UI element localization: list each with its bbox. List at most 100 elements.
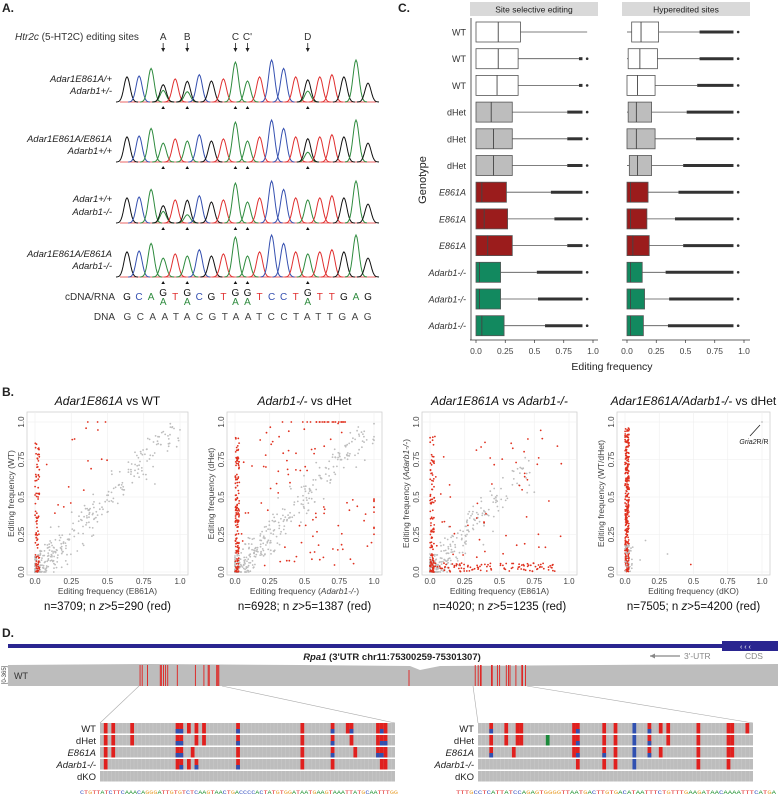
scatter-point-gray (264, 553, 266, 555)
scatter-point-red (289, 481, 291, 484)
trace-peak (272, 67, 295, 103)
text: Editing frequency ( (401, 477, 411, 548)
scatter-point-red (430, 560, 432, 563)
italic-text: Adarb1-/- (517, 394, 568, 408)
mismatch-a-to-g (349, 723, 354, 734)
scatter-point-red (489, 562, 492, 565)
scatter-point-gray (54, 538, 57, 541)
scatter-point-red (310, 448, 313, 451)
sequence-base: A (627, 789, 632, 796)
text: Editing frequency (E861A) (58, 586, 157, 596)
scatter-point-red (432, 568, 435, 570)
x-tick-label: 0.5 (529, 346, 541, 356)
sequence-base: A (333, 789, 338, 796)
scatter-point-red (373, 506, 375, 509)
trace-peak (224, 235, 247, 278)
scatter-point-red (373, 511, 375, 513)
scatter-point-red (235, 538, 238, 540)
scatter-point-gray (629, 570, 631, 573)
scatter-point-gray (108, 500, 110, 503)
sequence-base: T (117, 789, 122, 796)
scatter-point-red (430, 459, 433, 461)
scatter-point-red (236, 519, 239, 522)
sequence-base: C (478, 789, 483, 796)
scatter-point-red (627, 541, 630, 543)
scatter-point-red (443, 569, 446, 572)
mismatch-a-to-g (300, 747, 305, 758)
scatter-point-red (520, 564, 523, 566)
scatter-point-red (626, 471, 629, 474)
genotype-tick-label: dHet (447, 161, 467, 171)
scatter-point-red (279, 560, 282, 563)
scatter-point-red (346, 501, 348, 504)
mismatch-a-to-g (379, 747, 384, 758)
scatter-point-red (559, 535, 562, 538)
scatter-point-gray (47, 554, 50, 557)
scatter-point-gray (480, 500, 483, 503)
y-tick-label: 0.25 (217, 526, 226, 542)
box (475, 101, 513, 123)
scatter-point-gray (451, 534, 454, 537)
scatter-point-gray (270, 532, 272, 535)
scatter-point-red (624, 430, 626, 433)
trace-peak (128, 135, 151, 163)
scatter-point-red (306, 469, 308, 472)
scatter-point-red (313, 452, 315, 455)
scatter-point-gray (627, 546, 630, 548)
scatter-point-red (34, 514, 36, 517)
scatter-point-red (625, 523, 628, 525)
site-marker-icon (161, 106, 165, 109)
scatter-point-red (431, 501, 433, 504)
scatter-point-red (626, 529, 629, 532)
scatter-point-red (480, 563, 483, 566)
scatter-point-gray (312, 484, 314, 486)
mismatch-a-to-g (696, 723, 701, 734)
mismatch-a-to-g (696, 747, 701, 758)
cdna-base: C (268, 292, 275, 303)
scatter-point-red (236, 565, 239, 568)
sequence-base: C (259, 789, 264, 796)
scatter-point-gray (436, 571, 439, 573)
scatter-point-gray (45, 565, 48, 567)
trace-peak (260, 118, 283, 163)
scatter-point-gray (332, 465, 335, 468)
caption-text: >5=1235 (red) (493, 601, 566, 613)
mismatch-other (376, 753, 380, 758)
scatter-point-red (432, 559, 435, 562)
scatter-point-gray (247, 536, 250, 539)
scatter-point-red (36, 544, 38, 546)
scatter-point-red (432, 501, 435, 504)
scatter-point-gray (361, 446, 363, 449)
sequence-base: G (145, 789, 150, 796)
scatter-point-gray (302, 503, 304, 506)
sequence-base: T (653, 789, 658, 796)
scatter-point-gray (93, 506, 95, 509)
scatter-point-red (299, 469, 302, 472)
scatter-point-gray (505, 495, 508, 497)
scatter-point-gray (130, 463, 133, 465)
scatter-point-red (37, 498, 39, 500)
scatter-point-gray (256, 548, 258, 551)
scatter-point-red (624, 472, 627, 475)
trace-peak (356, 203, 380, 224)
scatter-point-gray (114, 486, 117, 489)
mismatch-other (632, 747, 637, 758)
site-marker-icon (161, 166, 165, 169)
site-marker-icon (185, 281, 190, 284)
cdna-base-edited: G (244, 288, 252, 299)
scatter-point-red (627, 427, 630, 430)
sample-count-caption: n=6928; n z>5=1387 (red) (238, 601, 371, 613)
mismatch-a-to-g (696, 759, 701, 770)
scatter-point-gray (371, 442, 374, 445)
mismatch-a-to-g (179, 735, 184, 746)
scatter-point-red (624, 543, 627, 546)
trace-peak (176, 199, 199, 224)
scatter-point-gray (305, 512, 308, 515)
x-tick-label: 0.5 (494, 577, 506, 586)
mismatch-a-to-g (504, 723, 509, 734)
scatter-point-red (430, 563, 432, 565)
scatter-point-gray (58, 534, 61, 537)
scatter-point-gray (466, 521, 468, 524)
x-tick-label: 0.5 (688, 577, 700, 586)
scatter-point-red (433, 542, 435, 545)
